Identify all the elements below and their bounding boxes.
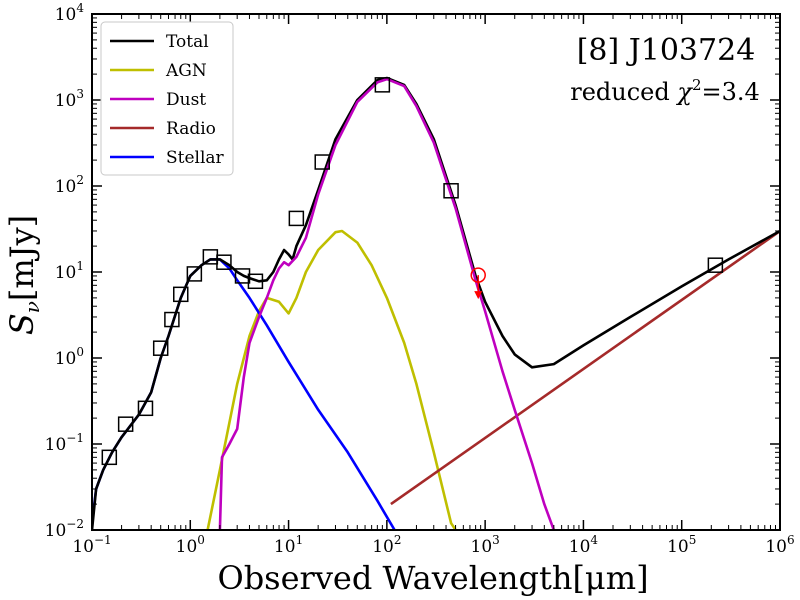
legend-label-agn: AGN: [165, 61, 207, 81]
series-layer: [92, 76, 780, 530]
series-agn-line: [206, 229, 457, 530]
observation-marker: [152, 340, 169, 356]
y-tick-label: 103: [55, 87, 84, 111]
chi-superscript: 2: [692, 76, 702, 94]
observation-marker: [173, 286, 189, 303]
y-axis-label-s: S: [3, 313, 41, 335]
observation-marker: [164, 311, 180, 328]
x-tick-label: 103: [471, 533, 500, 557]
y-axis-label-unit: [mJy]: [3, 215, 41, 301]
legend-label-stellar: Stellar: [166, 148, 225, 168]
chart-annotation: reduced χ2=3.4: [570, 76, 760, 106]
x-tick-label: 100: [176, 533, 205, 557]
marker-layer: [101, 77, 724, 466]
legend-label-total: Total: [166, 32, 209, 52]
observation-marker: [707, 257, 724, 273]
annotation-value: =3.4: [701, 78, 759, 106]
y-axis-label: Sν[mJy]: [3, 215, 44, 335]
y-tick-label: 10−2: [45, 517, 84, 541]
x-tick-label: 102: [372, 533, 401, 557]
x-tick-label: 106: [765, 533, 794, 557]
observation-marker: [314, 154, 330, 170]
observation-marker: [234, 268, 251, 284]
x-tick-label: 10−1: [72, 533, 111, 557]
svg-text:Sν[mJy]: Sν[mJy]: [3, 215, 44, 335]
observation-marker: [117, 416, 134, 432]
y-tick-label: 104: [55, 1, 85, 25]
tick-layer: 10−1 100 101 102 103 104 105 10610−210−11001011…: [45, 1, 795, 557]
y-tick-label: 10−1: [45, 431, 84, 455]
annotation-prefix: reduced: [570, 78, 670, 106]
legend-label-dust: Dust: [166, 90, 206, 110]
y-tick-label: 100: [55, 345, 84, 369]
legend-box: [100, 21, 234, 176]
chart-title: [8] J103724: [577, 33, 756, 68]
chi-symbol: χ: [675, 78, 693, 106]
legend: Total AGN Dust Radio Stellar: [100, 21, 234, 176]
observation-marker: [186, 266, 203, 282]
upper-limit-arrow-head: [474, 291, 483, 300]
legend-label-radio: Radio: [166, 119, 216, 139]
series-radio-line: [390, 229, 780, 506]
x-tick-label: 105: [667, 533, 696, 557]
y-tick-label: 101: [55, 259, 84, 283]
observation-marker: [101, 449, 118, 466]
observation-marker: [247, 273, 264, 290]
observation-marker: [216, 254, 232, 270]
observation-marker: [443, 183, 459, 199]
series-total-line: [92, 76, 780, 530]
x-tick-label: 101: [274, 533, 303, 557]
observation-marker: [137, 400, 154, 417]
x-axis-label: Observed Wavelength[μm]: [217, 559, 648, 597]
y-axis-label-nu: ν: [20, 301, 44, 313]
x-tick-label: 104: [569, 533, 599, 557]
observation-marker: [288, 210, 305, 227]
observation-marker: [374, 77, 391, 93]
y-tick-label: 102: [55, 173, 84, 197]
